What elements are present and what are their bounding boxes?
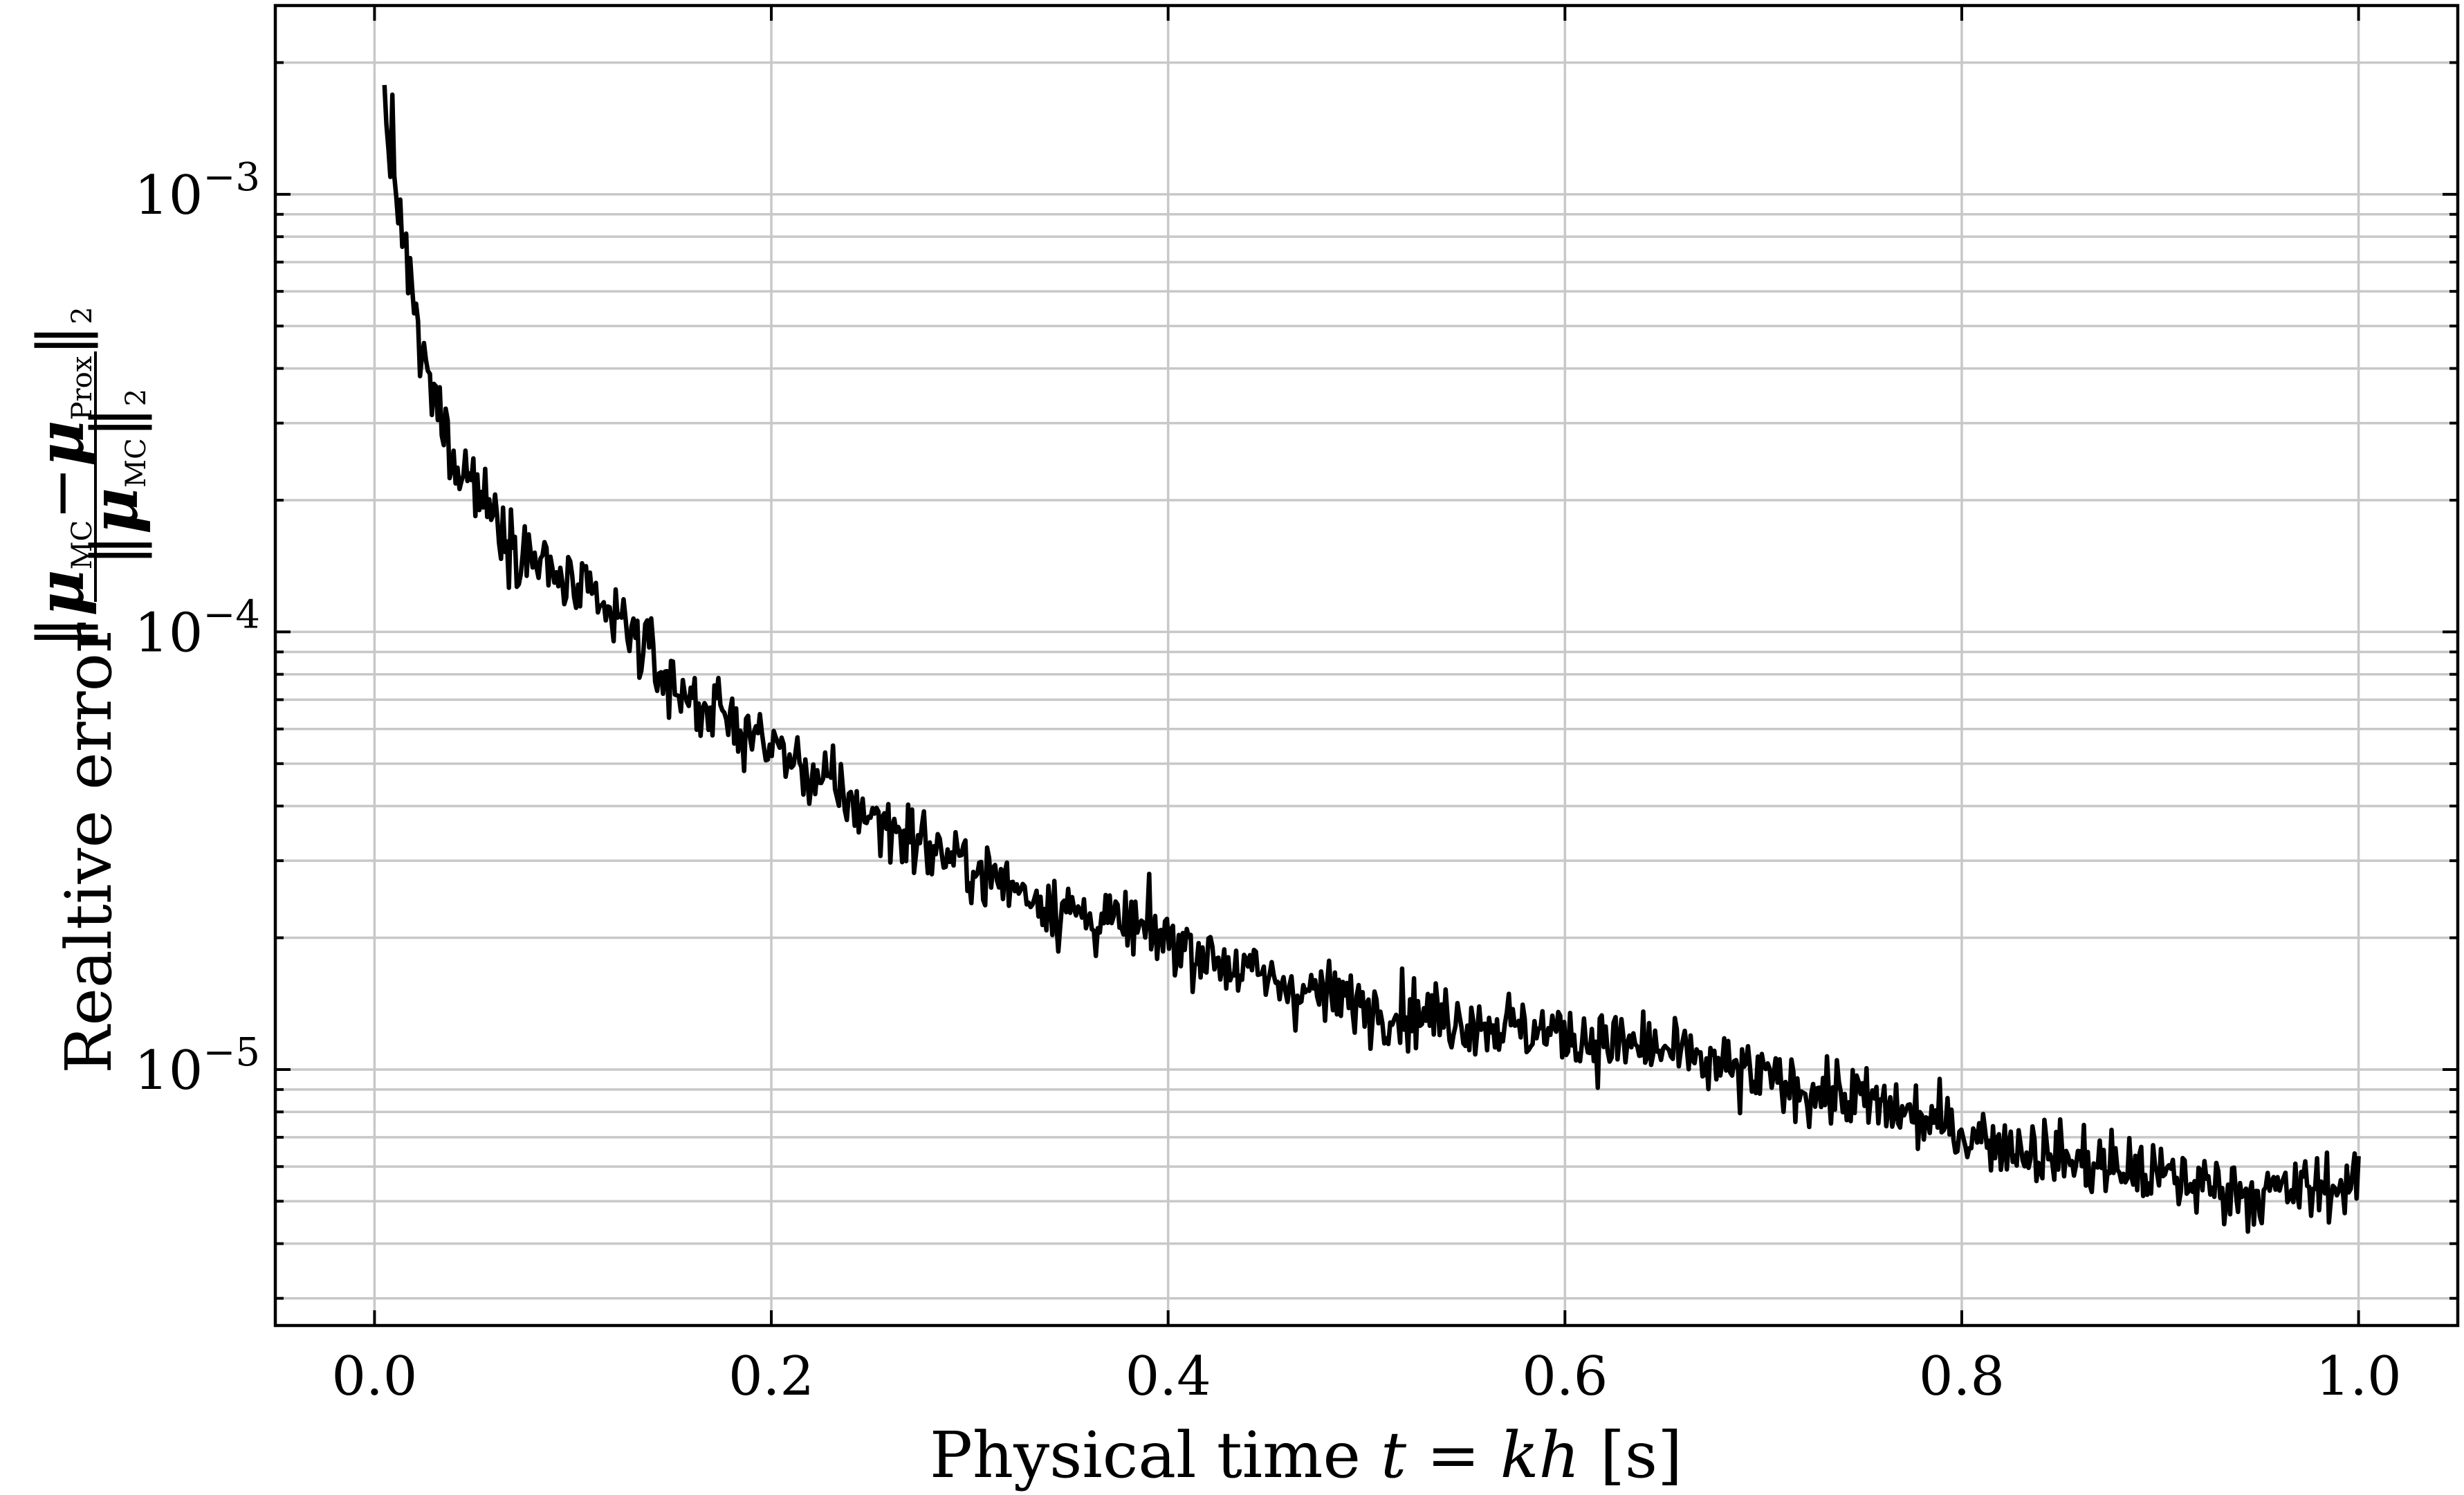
x-tick-label: 0.2	[728, 1346, 814, 1408]
x-axis-label-kh: kh	[1500, 1418, 1580, 1492]
plot-frame	[273, 3, 2460, 1328]
y-axis-label: Realtive error ‖μMC−μProx‖2 ‖μMC‖2	[24, 306, 152, 1074]
series-line	[382, 84, 2361, 1234]
y-tick-label: 10−4	[134, 592, 260, 664]
y-axis-label-prefix: Realtive error	[52, 623, 126, 1074]
x-axis-label-unit: [s]	[1580, 1418, 1682, 1492]
x-tick-label: 0.0	[331, 1346, 417, 1408]
x-tick-labels: 0.0 0.2 0.4 0.6 0.8 1.0	[331, 1346, 2401, 1408]
x-axis-label-t: t	[1381, 1418, 1407, 1492]
x-axis-label: Physical time t = kh [s]	[930, 1418, 1682, 1492]
ticks	[275, 6, 2458, 1326]
y-tick-label: 10−3	[134, 155, 260, 227]
x-tick-label: 0.8	[1919, 1346, 2005, 1408]
x-tick-label: 0.4	[1125, 1346, 1211, 1408]
x-axis-label-eq: =	[1406, 1418, 1500, 1492]
y-tick-labels: 10−3 10−4 10−5	[134, 155, 260, 1102]
x-axis-label-text: Physical time	[930, 1418, 1381, 1492]
y-axis-label-numerator: ‖μMC−μProx‖2	[24, 306, 98, 648]
grid	[275, 6, 2458, 1326]
y-axis-label-denominator: ‖μMC‖2	[77, 389, 152, 566]
y-tick-label: 10−5	[134, 1030, 260, 1102]
x-tick-label: 0.6	[1522, 1346, 1608, 1408]
x-tick-label: 1.0	[2316, 1346, 2402, 1408]
series-layer	[382, 84, 2361, 1234]
